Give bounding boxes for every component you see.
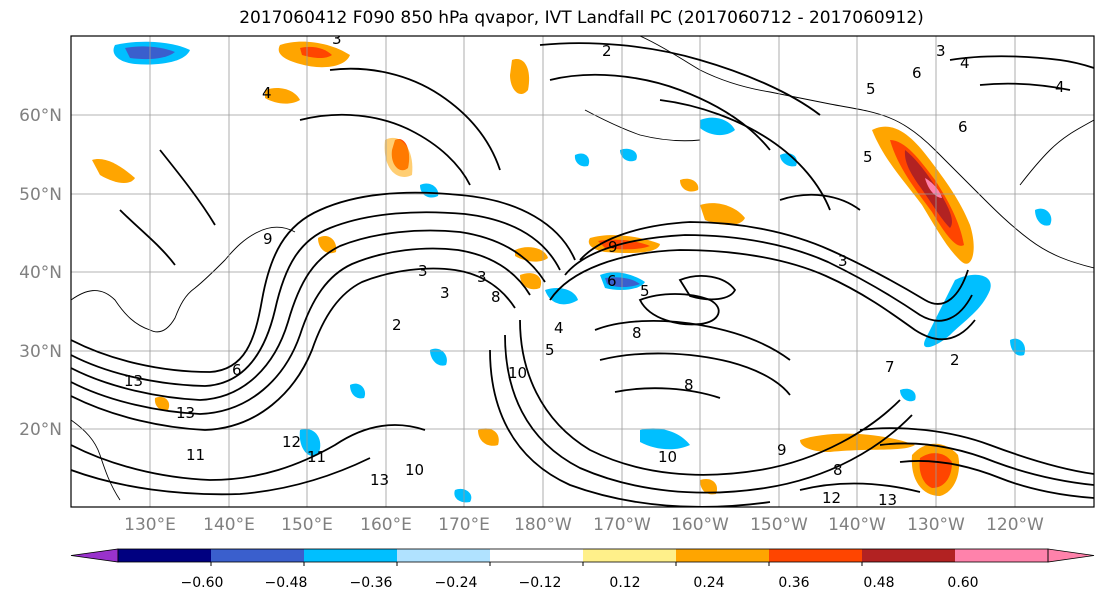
contour-label: 6 [958,118,968,136]
contour-label: 12 [822,489,841,507]
lon-label: 160°W [671,515,729,535]
colorbar-tick-label: −0.36 [350,575,393,591]
contour-label: 2 [392,316,402,334]
contour-label: 8 [684,376,694,394]
latitude-labels: 60°N 50°N 40°N 30°N 20°N [19,106,62,440]
contour-label: 8 [491,288,501,306]
lat-label: 30°N [19,342,62,362]
contour-label: 8 [632,324,642,342]
lon-label: 120°W [986,515,1044,535]
longitude-labels: 130°E 140°E 150°E 160°E 170°E 180°W 170°… [124,515,1044,535]
colorbar-extension-high [1047,548,1095,563]
lon-label: 170°E [438,515,490,535]
contour-label: 4 [960,54,970,72]
colorbar-segment [769,549,863,562]
lon-label: 150°W [750,515,808,535]
contour-label: 5 [545,341,555,359]
lat-label: 40°N [19,263,62,283]
contour-label: 3 [332,30,342,48]
colorbar-tick-labels: −0.60 −0.48 −0.36 −0.24 −0.12 0.12 0.24 … [181,575,979,591]
contour-label: 3 [936,42,946,60]
colorbar-segment [211,549,305,562]
map-title: 2017060412 F090 850 hPa qvapor, IVT Land… [239,8,924,28]
colorbar-extension-low [70,548,119,563]
contour-label: 10 [508,364,527,382]
contour-label: 5 [640,282,650,300]
colorbar-segment [583,549,677,562]
contour-label: 3 [838,252,848,270]
contour-label: 13 [176,404,195,422]
colorbar-segment [490,549,584,562]
lon-label: 150°E [281,515,333,535]
contour-label: 13 [124,372,143,390]
contour-label: 11 [307,448,326,466]
colorbar-tick-label: 0.48 [863,575,894,591]
contour-label: 10 [658,448,677,466]
colorbar [70,548,1095,566]
colorbar-segment [304,549,398,562]
contour-label: 9 [777,441,787,459]
contour-label: 13 [878,491,897,509]
colorbar-tick-label: −0.48 [265,575,308,591]
contour-label: 4 [1055,78,1065,96]
lon-label: 180°W [514,515,572,535]
contour-label: 3 [440,284,450,302]
contour-label: 9 [263,230,273,248]
contour-label: 7 [885,358,895,376]
contour-label: 3 [477,268,487,286]
colorbar-tick-label: 0.24 [693,575,724,591]
lon-label: 170°W [593,515,651,535]
lon-label: 140°E [203,515,255,535]
map-frame [70,35,1095,508]
colorbar-tick-label: −0.60 [181,575,224,591]
contour-label: 3 [418,262,428,280]
lon-label: 140°W [828,515,886,535]
colorbar-segment [862,549,956,562]
colorbar-segment [955,549,1049,562]
lon-label: 130°E [124,515,176,535]
lon-label: 160°E [360,515,412,535]
contour-label: 8 [833,461,843,479]
contour-label: 5 [866,80,876,98]
lat-label: 20°N [19,420,62,440]
contour-label: 4 [554,319,564,337]
contour-label: 6 [607,272,617,290]
colorbar-tick-label: 0.60 [947,575,978,591]
colorbar-segment [676,549,770,562]
colorbar-tick-label: 0.12 [609,575,640,591]
contour-label: 6 [232,361,242,379]
contour-label: 9 [608,238,618,256]
colorbar-segment [397,549,491,562]
contour-label: 2 [602,42,612,60]
contour-label: 6 [912,64,922,82]
contour-label: 11 [186,446,205,464]
gridlines [71,36,1094,507]
lon-label: 130°W [907,515,965,535]
contour-label: 12 [282,433,301,451]
contour-label: 4 [262,84,272,102]
lat-label: 60°N [19,106,62,126]
contour-label: 10 [405,461,424,479]
colorbar-tick-label: −0.24 [435,575,478,591]
contour-label: 5 [863,148,873,166]
contour-label: 2 [950,351,960,369]
contour-label: 13 [370,471,389,489]
contours [71,42,1094,507]
contour-labels: 13 13 11 11 12 13 10 3 2 9 6 3 3 8 9 8 5… [124,30,1065,509]
colorbar-tick-label: −0.12 [519,575,562,591]
colorbar-tick-label: 0.36 [778,575,809,591]
colorbar-segment [118,549,212,562]
lat-label: 50°N [19,185,62,205]
